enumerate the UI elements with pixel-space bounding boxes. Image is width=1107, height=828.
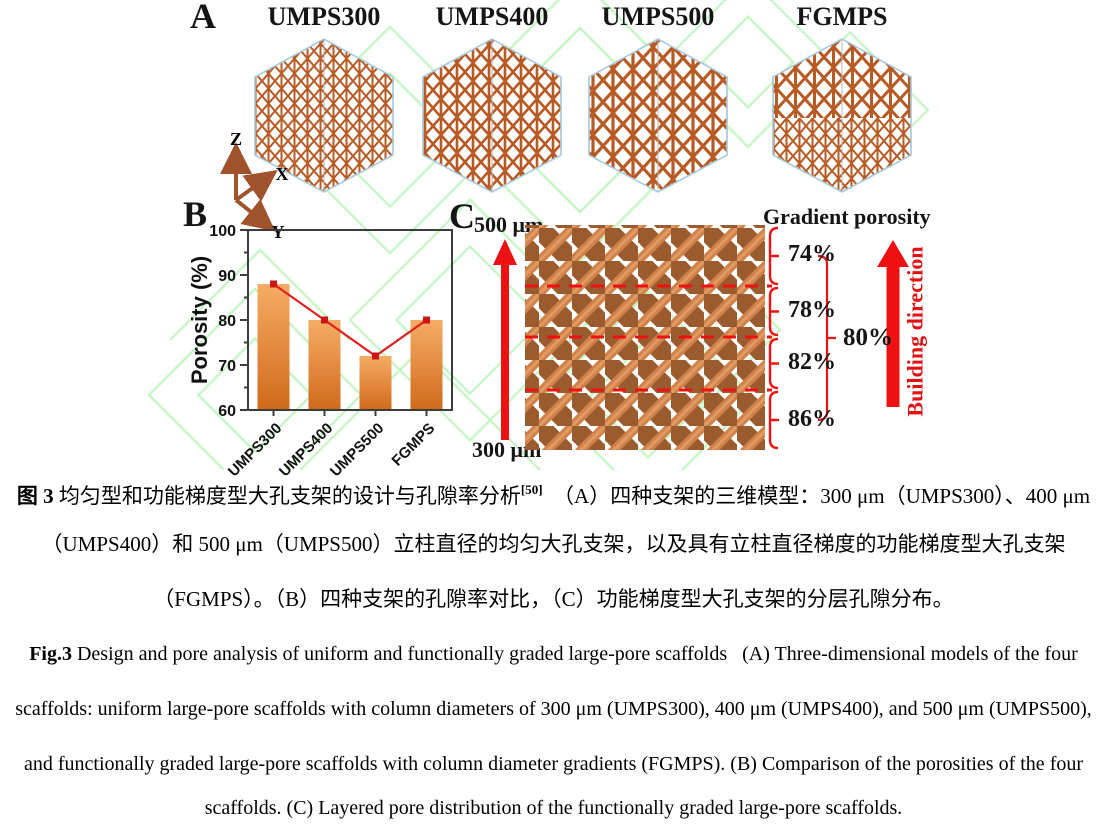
scaffold-title-umps300: UMPS300 <box>267 2 381 31</box>
scaffold-title-umps500: UMPS500 <box>601 2 715 31</box>
trend-marker <box>372 352 379 360</box>
panel-c-label: C <box>449 196 475 236</box>
scaffold-title-umps400: UMPS400 <box>435 2 549 31</box>
panel-a-label: A <box>190 0 216 36</box>
panel-c-graphic <box>493 225 909 450</box>
scaffold-model-fgmps <box>772 38 912 193</box>
layer-porosity-1: 74% <box>788 241 836 267</box>
bar-UMPS300 <box>257 284 290 410</box>
bar-UMPS400 <box>308 320 341 410</box>
z-axis-label: Z <box>230 129 242 149</box>
reference-superscript: [50] <box>520 482 543 497</box>
y-tick-label: 90 <box>218 268 236 285</box>
caption-en-line4: scaffolds. (C) Layered pore distribution… <box>204 797 903 819</box>
layer-porosity-3: 82% <box>788 349 836 375</box>
pore-size-up-arrow-icon <box>493 239 517 440</box>
overall-porosity: 80% <box>843 324 893 351</box>
layer-porosity-2: 78% <box>788 297 836 323</box>
caption-en-prefix: Fig.3 <box>29 643 72 665</box>
trend-marker <box>423 316 430 324</box>
scaffold-title-fgmps: FGMPS <box>796 2 888 31</box>
caption-zh-prefix: 图 3 <box>16 484 54 508</box>
scaffold-model-umps300 <box>254 38 394 193</box>
caption-en-line3: and functionally graded large-pore scaff… <box>23 753 1084 775</box>
caption-zh-line2: （UMPS400）和 500 μm（UMPS500）立柱直径的均匀大孔支架，以及… <box>41 532 1066 556</box>
y-axis-title: Porosity (%) <box>187 256 212 384</box>
caption-zh-line1: 图 3 均匀型和功能梯度型大孔支架的设计与孔隙率分析[50] （A）四种支架的三… <box>16 482 1091 508</box>
y-tick-label: 70 <box>218 358 236 375</box>
trend-marker <box>321 316 328 324</box>
porosity-trend-line <box>272 283 428 358</box>
layer-brackets <box>768 226 779 450</box>
caption-zh-line3: （FGMPS）。（B）四种支架的孔隙率对比，（C）功能梯度型大孔支架的分层孔隙分… <box>153 587 954 611</box>
trend-marker <box>270 280 277 288</box>
layer-porosity-4: 86% <box>788 406 836 432</box>
y-tick-label: 60 <box>218 403 236 420</box>
overall-bracket <box>817 254 836 422</box>
building-direction-arrow-icon <box>877 240 909 407</box>
gradient-porosity-title: Gradient porosity <box>763 204 931 229</box>
x-axis-label: X <box>276 164 289 184</box>
y-tick-label: 100 <box>209 223 236 240</box>
layer-divider-dashed-lines <box>525 284 772 392</box>
y-tick-label: 80 <box>218 313 236 330</box>
caption-en-line2: scaffolds: uniform large-pore scaffolds … <box>15 698 1092 720</box>
scaffold-model-umps500 <box>588 38 728 193</box>
y-axis-arrow-icon <box>234 198 276 232</box>
panel-b-label: B <box>183 194 208 234</box>
scaffold-model-umps400 <box>422 38 562 193</box>
caption-en-line1: Fig.3 Design and pore analysis of unifor… <box>29 643 1078 665</box>
x-axis-arrow-icon <box>234 169 278 202</box>
building-direction-label: Building direction <box>902 246 928 417</box>
bar-UMPS500 <box>359 356 392 410</box>
bar-FGMPS <box>410 320 443 410</box>
